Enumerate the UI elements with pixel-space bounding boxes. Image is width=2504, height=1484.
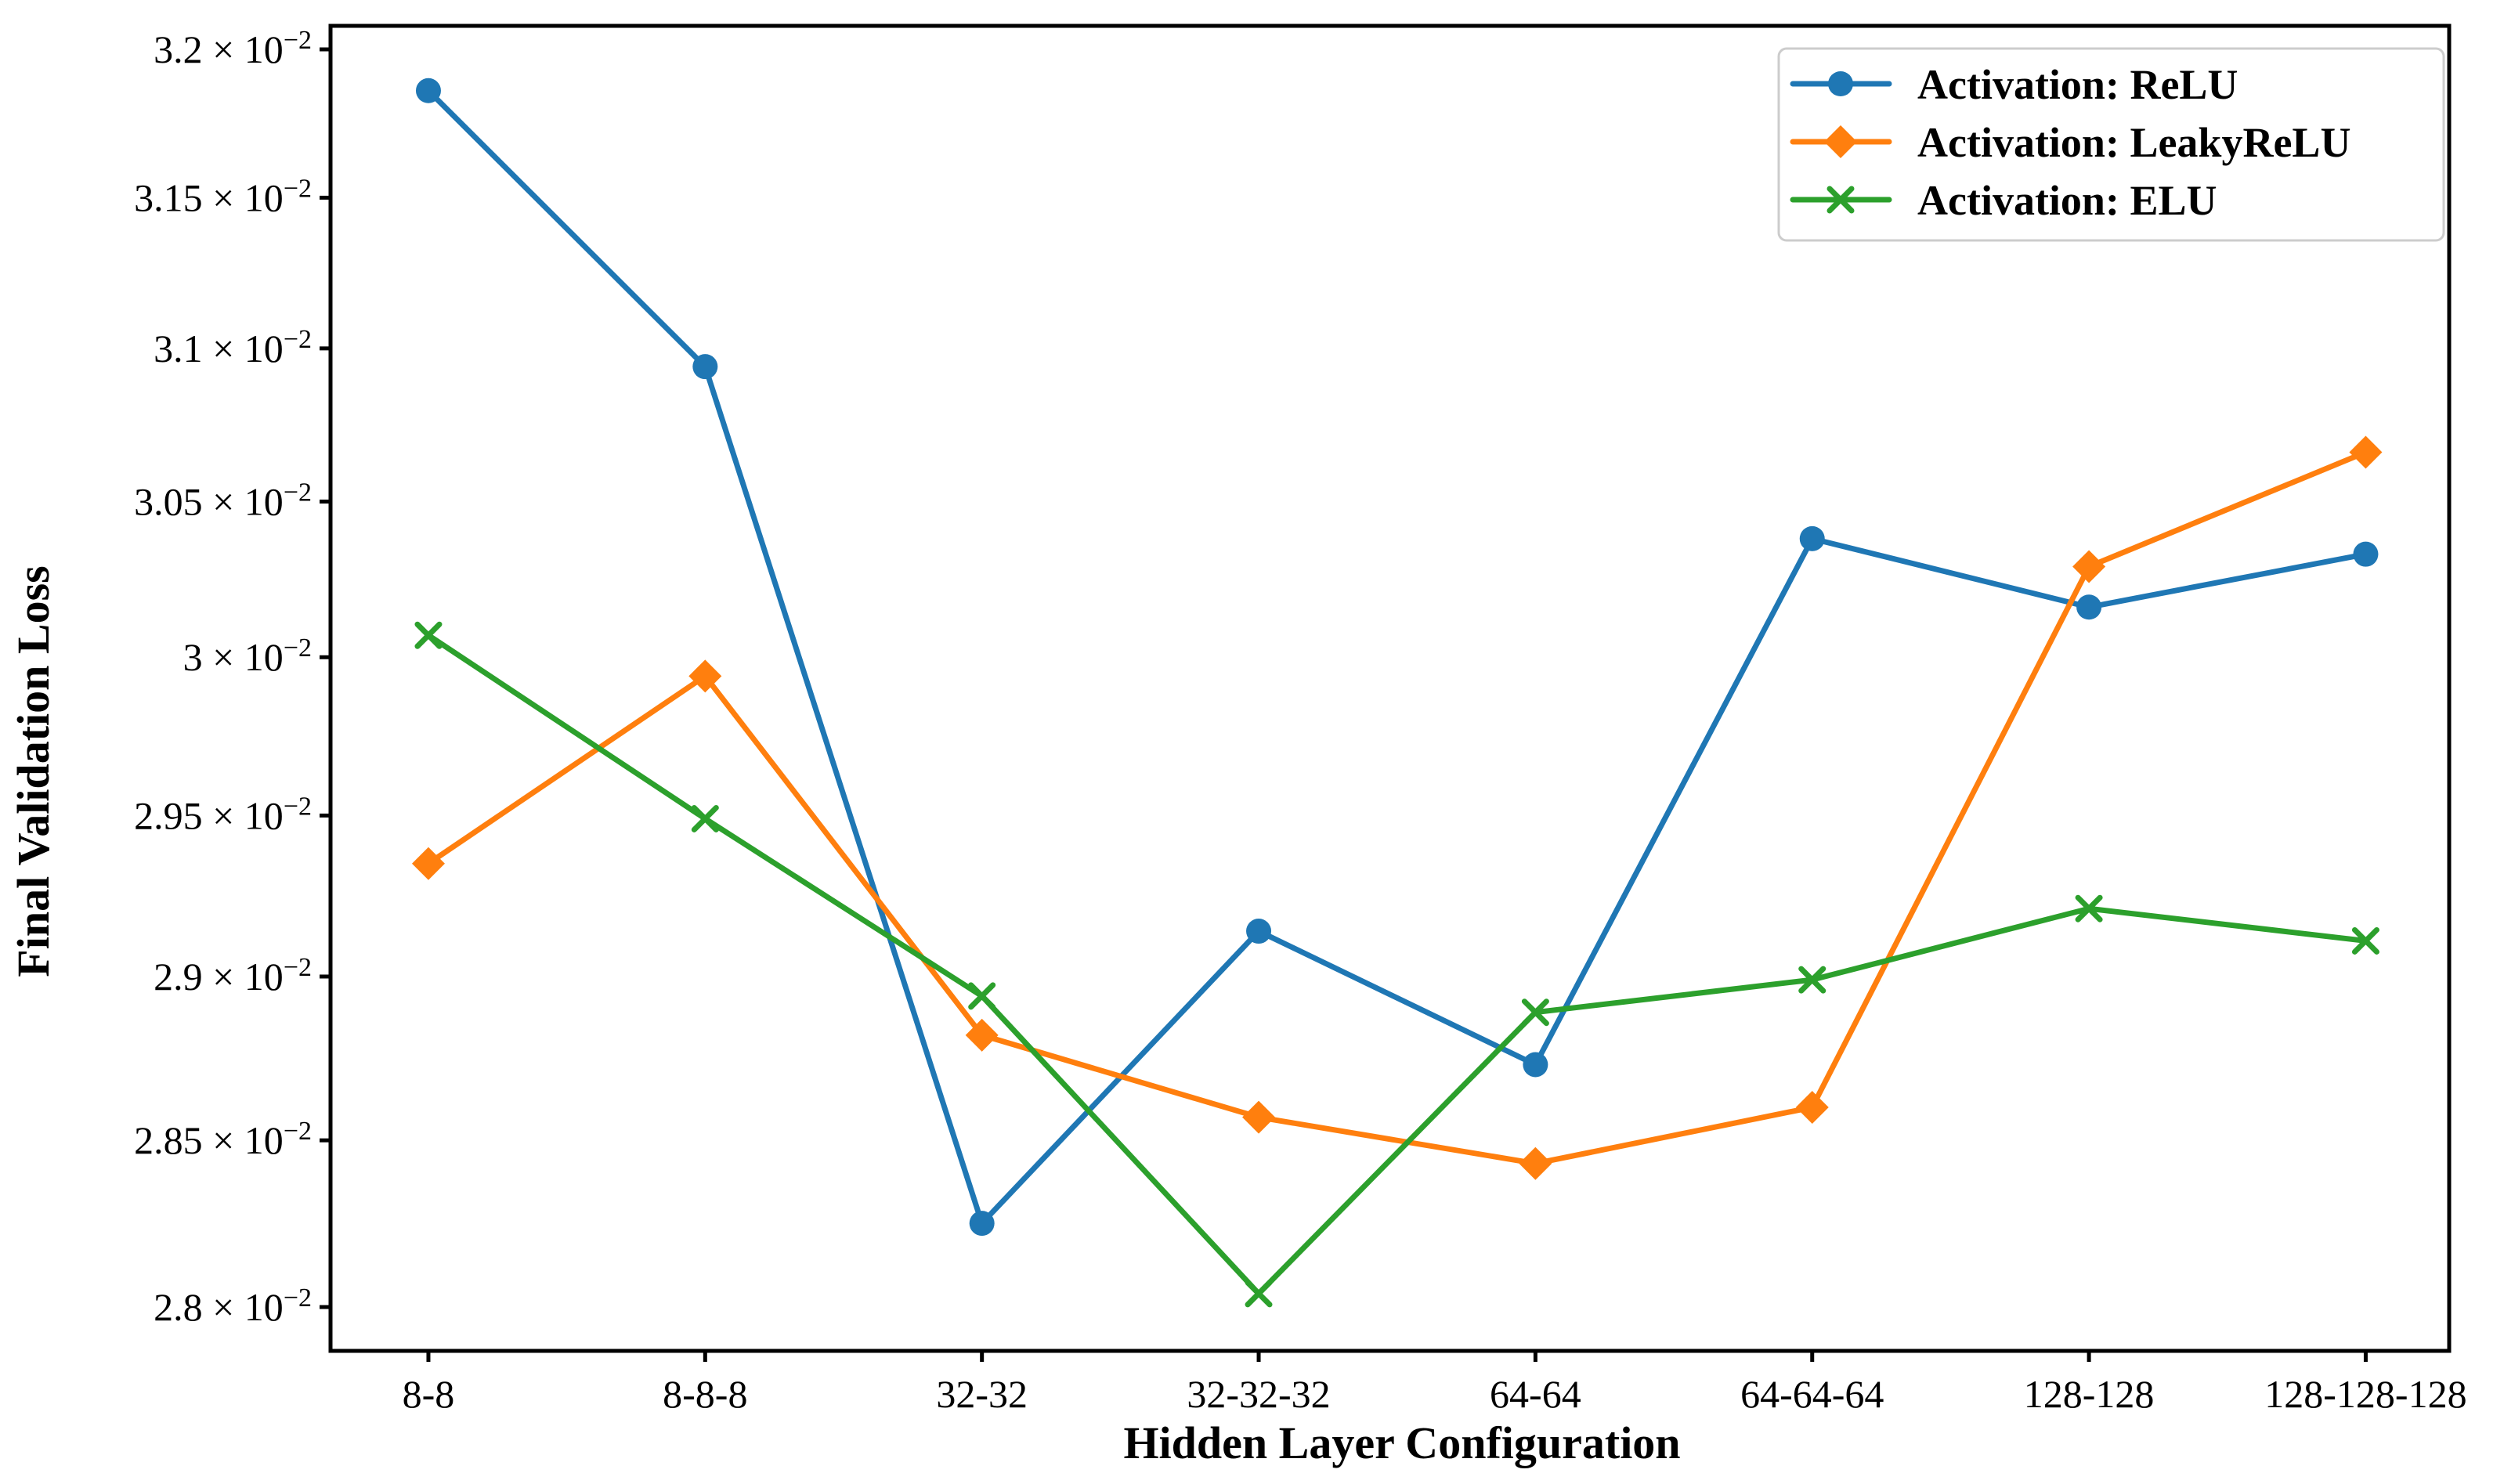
legend-item: Activation: ReLU (1790, 61, 2238, 108)
legend-item: Activation: ELU (1790, 177, 2217, 224)
y-axis-label: Final Validation Loss (8, 565, 59, 977)
y-tick-label: 3 × 10−2 (183, 634, 312, 679)
data-point (1799, 525, 1825, 551)
legend-box (1777, 47, 2445, 242)
data-point (1798, 966, 1827, 994)
data-point (688, 659, 722, 693)
data-point (414, 621, 443, 649)
x-tick-label: 128-128 (2024, 1372, 2155, 1416)
x-axis-label: Hidden Layer Configuration (1123, 1417, 1680, 1468)
y-tick-label: 2.85 × 10−2 (134, 1117, 312, 1162)
data-point (965, 1018, 999, 1052)
x-tick-label: 128-128-128 (2264, 1372, 2466, 1416)
data-point (1245, 1280, 1273, 1308)
series-activation-relu (415, 78, 2379, 1237)
data-point (2076, 594, 2102, 620)
x-tick-label: 64-64 (1490, 1372, 1581, 1416)
y-tick-label: 3.15 × 10−2 (134, 174, 312, 219)
x-tick-label: 8-8 (403, 1372, 455, 1416)
data-point (1242, 1100, 1276, 1134)
x-tick-label: 32-32 (936, 1372, 1028, 1416)
x-tick-label: 32-32-32 (1187, 1372, 1330, 1416)
y-tick-label: 2.8 × 10−2 (154, 1284, 312, 1329)
x-axis: 8-8 8-8-8 32-32 32-32-32 64-64 64-64-64 128-12… (403, 1351, 2467, 1416)
plot-frame (328, 23, 2452, 1353)
legend-marker-icon (1824, 125, 1857, 158)
data-point (969, 1211, 995, 1237)
series-activation-leakyrelu (411, 435, 2383, 1180)
data-point (691, 804, 719, 832)
data-point (2072, 550, 2106, 583)
data-point (1519, 1146, 1552, 1180)
data-point (2353, 541, 2379, 567)
legend: Activation: ReLU Activation: LeakyReLU Act… (1777, 47, 2445, 242)
legend-item: Activation: LeakyReLU (1790, 119, 2350, 166)
data-point (1795, 1091, 1829, 1125)
legend-label: Activation: ELU (1917, 177, 2217, 224)
legend-marker-icon (1827, 186, 1855, 214)
y-tick-label: 3.05 × 10−2 (134, 478, 312, 523)
legend-label: Activation: ReLU (1917, 61, 2238, 108)
y-tick-label: 3.1 × 10−2 (154, 325, 312, 370)
data-point (1246, 919, 1272, 944)
data-point (2349, 435, 2383, 469)
y-axis: 3.2 × 10−2 3.15 × 10−2 3.1 × 10−2 3.05 × 10… (134, 26, 331, 1329)
y-tick-label: 2.9 × 10−2 (154, 953, 312, 998)
legend-label: Activation: LeakyReLU (1917, 119, 2350, 166)
series-activation-elu (414, 621, 2379, 1308)
data-point (2075, 894, 2103, 923)
series-line (425, 450, 2369, 1167)
series-line (425, 88, 2369, 1226)
y-tick-label: 2.95 × 10−2 (134, 792, 312, 837)
data-point (1523, 1052, 1548, 1078)
data-point (411, 847, 445, 880)
y-tick-label: 3.2 × 10−2 (154, 26, 312, 71)
series-line (425, 632, 2369, 1297)
data-point (968, 982, 996, 1010)
data-point (692, 354, 718, 380)
x-tick-label: 8-8-8 (663, 1372, 747, 1416)
x-tick-label: 64-64-64 (1740, 1372, 1884, 1416)
series-layer (411, 78, 2383, 1308)
legend-marker-icon (1828, 71, 1853, 96)
data-point (1521, 998, 1549, 1027)
data-point (2351, 926, 2379, 955)
data-point (415, 78, 441, 103)
